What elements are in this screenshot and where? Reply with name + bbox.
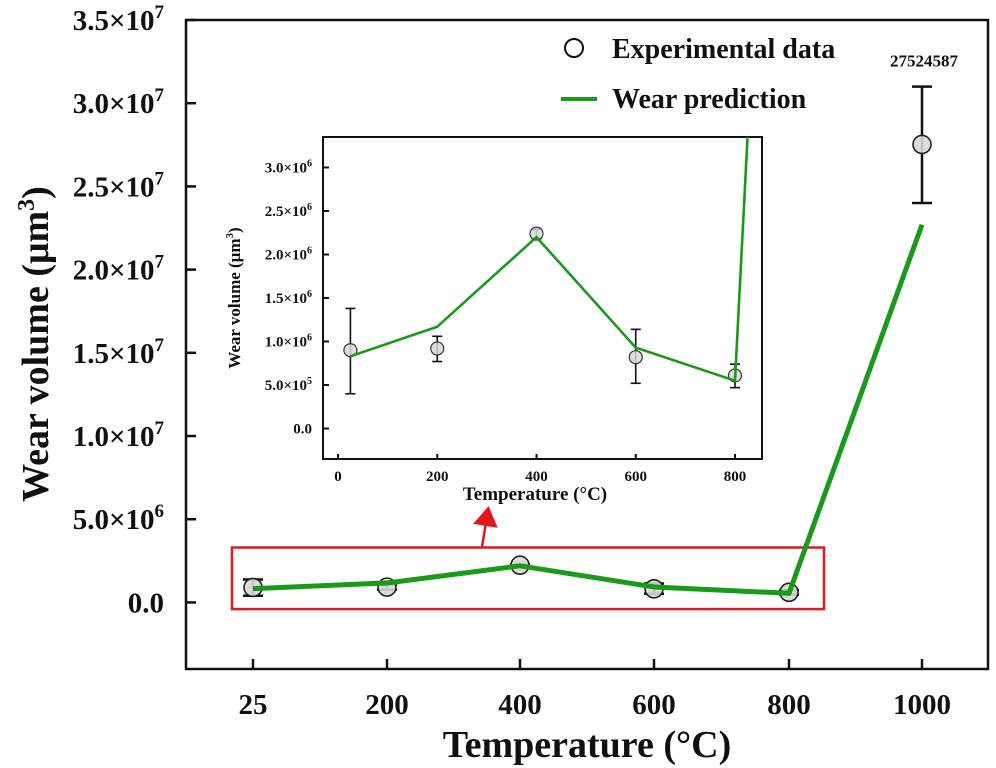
inset-y-tick-label: 1.5×106 bbox=[265, 289, 312, 307]
main-prediction-line bbox=[252, 223, 925, 596]
inset-x-tick-label: 200 bbox=[426, 469, 449, 485]
main-x-axis-label: Temperature (°C) bbox=[443, 724, 732, 766]
main-y-axis: 0.0 5.0×106 1.0×107 1.5×107 2.0×107 2.5×107 3.… bbox=[73, 2, 196, 619]
inset-y-axis-label: Wear volume (μm3) bbox=[224, 227, 244, 368]
inset-x-axis: 0 200 400 600 800 bbox=[334, 454, 746, 485]
main-x-tick-label: 25 bbox=[239, 689, 268, 721]
inset-prediction-line bbox=[349, 137, 749, 382]
inset-x-tick-label: 800 bbox=[724, 469, 747, 485]
main-x-tick-label: 1000 bbox=[893, 689, 951, 721]
main-y-tick-label: 5.0×106 bbox=[73, 501, 164, 536]
main-plot-frame bbox=[184, 18, 990, 671]
inset-data-point bbox=[628, 350, 643, 365]
inset-y-tick-label: 2.5×106 bbox=[265, 202, 312, 220]
inset-y-tick-label: 0.0 bbox=[293, 422, 312, 438]
main-data-point bbox=[912, 134, 932, 155]
main-y-tick-label: 1.5×107 bbox=[73, 335, 165, 370]
inset-y-tick-label: 5.0×105 bbox=[265, 376, 312, 394]
inset-y-tick-label: 2.0×106 bbox=[265, 245, 312, 263]
inset-data-point bbox=[343, 343, 358, 358]
inset-x-tick-label: 600 bbox=[625, 469, 648, 485]
main-series-group bbox=[243, 85, 932, 603]
inset-data-point bbox=[529, 226, 544, 241]
legend-label-experimental: Experimental data bbox=[612, 34, 835, 65]
inset-x-tick-label: 0 bbox=[334, 469, 342, 485]
main-y-axis-label: Wear volume (μm3) bbox=[14, 186, 57, 502]
inset-y-tick-label: 1.0×106 bbox=[265, 333, 312, 351]
legend-label-prediction: Wear prediction bbox=[612, 84, 807, 115]
main-y-tick-label: 3.0×107 bbox=[73, 85, 165, 120]
inset-chart: 0.0 5.0×105 1.0×106 1.5×106 2.0×106 2.5×106 3.… bbox=[224, 136, 763, 505]
inset-x-axis-label: Temperature (°C) bbox=[463, 484, 607, 505]
main-x-axis: 25 200 400 600 800 1000 bbox=[239, 659, 951, 721]
main-y-tick-label: 2.5×107 bbox=[73, 168, 165, 203]
annotation-1000-value: 27524587 bbox=[890, 52, 959, 71]
inset-data-point bbox=[430, 341, 445, 356]
inset-background bbox=[323, 137, 762, 459]
highlight-box bbox=[230, 546, 826, 611]
main-y-tick-label: 2.0×107 bbox=[73, 252, 165, 287]
legend: Experimental data Wear prediction bbox=[561, 34, 835, 115]
main-x-tick-label: 400 bbox=[498, 689, 542, 721]
main-y-tick-label: 1.0×107 bbox=[73, 418, 165, 453]
highlight-arrow bbox=[473, 506, 498, 548]
inset-y-tick-label: 3.0×106 bbox=[265, 158, 312, 176]
inset-y-axis: 0.0 5.0×105 1.0×106 1.5×106 2.0×106 2.5×106 3.… bbox=[265, 158, 329, 438]
inset-series-group bbox=[343, 137, 749, 395]
main-x-tick-label: 800 bbox=[767, 689, 811, 721]
main-x-tick-label: 200 bbox=[365, 689, 409, 721]
main-x-tick-label: 600 bbox=[632, 689, 676, 721]
inset-x-tick-label: 400 bbox=[525, 469, 548, 485]
main-y-tick-label: 0.0 bbox=[128, 587, 164, 619]
main-y-tick-label: 3.5×107 bbox=[73, 2, 165, 37]
legend-circle-marker bbox=[564, 38, 584, 58]
